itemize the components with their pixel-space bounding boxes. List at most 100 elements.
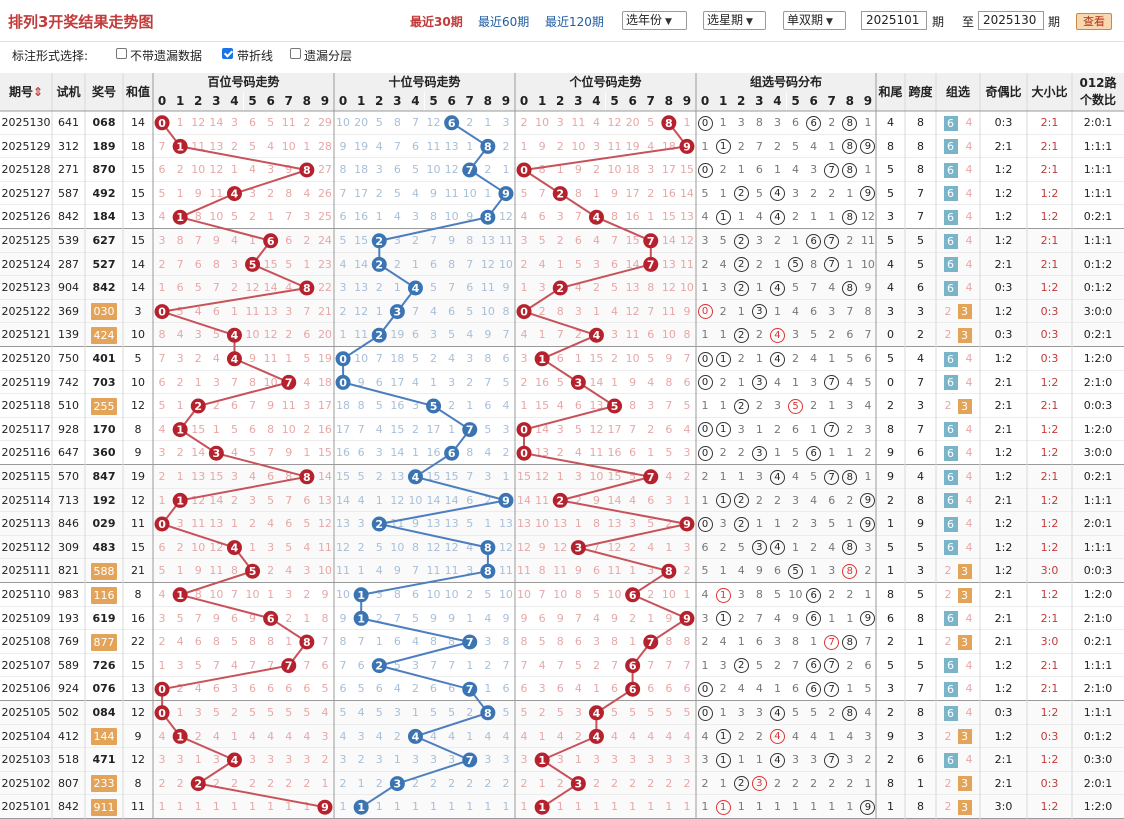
group-dist-cell: 3 [792,186,800,200]
tail-cell: 4 [887,281,894,295]
tens-ball: 1 [353,587,369,603]
sum-cell: 18 [131,139,145,153]
miss-count-cell: 6 [430,257,438,271]
group-type-miss: 4 [965,116,973,129]
miss-count-cell: 2 [176,375,184,389]
oddeven-select[interactable]: 单双期 ▼ [783,11,846,30]
digit-header-3: 3 [569,92,588,111]
digit-header-7: 7 [641,92,660,111]
miss-count-cell: 5 [611,281,619,295]
digit-header-4: 4 [406,92,425,111]
group-dist-cell: 6 [792,116,800,129]
group-dist-cell: 2 [732,182,750,206]
miss-count-cell: 1 [592,186,600,200]
group-dist-cell: 7 [846,304,854,318]
miss-count-cell: 9 [285,446,293,460]
miss-count-cell: 11 [625,328,640,342]
miss-count-cell: 2 [592,163,600,177]
ball-digit: 7 [285,660,293,673]
sum-cell: 19 [131,470,145,483]
digit-header-4: 4 [587,92,606,111]
miss-layer-checkbox[interactable] [290,48,301,59]
miss-count-cell: 3 [375,163,383,177]
miss-count-cell: 3 [520,352,528,365]
year-select[interactable]: 选年份 ▼ [622,11,687,30]
digit-header-2: 2 [189,92,208,111]
group-dist-cell: 4 [828,281,836,295]
bigsmall-cell: 1:2 [1040,186,1059,200]
miss-count-cell: 1 [393,281,401,295]
ball-digit: 3 [394,778,402,791]
recent-120-link[interactable]: 最近120期 [545,15,604,29]
bigsmall-header: 大小比 [1027,73,1072,111]
period-header[interactable]: 期号⇕ [0,73,52,111]
from-period-input[interactable]: 2025101 [861,11,927,30]
oddeven-cell: 1:2 [994,163,1013,177]
recent-30-link[interactable]: 最近30期 [410,15,463,29]
prize-number-cell: 189 [85,135,123,159]
hundreds-ball: 5 [245,563,261,579]
no-miss-checkbox[interactable] [116,48,127,59]
query-button[interactable]: 查看 [1076,13,1112,30]
hundreds-ball: 1 [172,422,188,438]
sum-cell: 3 [134,304,142,318]
sum-cell: 14 [131,116,145,129]
miss-count-cell: 11 [498,234,513,247]
line-checkbox[interactable] [222,48,233,59]
group-dist-cell: 2 [810,186,818,200]
miss-count-cell: 4 [520,328,528,342]
group-hit-ball: 9 [860,139,876,155]
period-cell: 2025118 [1,399,51,413]
r012-header-line2: 个数比 [1079,93,1116,107]
miss-count-cell: 5 [303,352,311,365]
group-dist-cell: 4 [846,375,854,389]
digit-header-4: 4 [225,92,244,111]
trend-table: 期号⇕ 试机 奖号 和值 百位号码走势 十位号码走势 个位号码走势 组选号码分布… [0,73,1124,819]
tail-cell: 2 [887,399,894,413]
week-select[interactable]: 选星期 ▼ [703,11,766,30]
ball-digit: 3 [575,376,583,389]
miss-count-cell: 8 [629,399,637,413]
year-select-value: 选年份 [626,13,663,27]
miss-count-cell: 9 [502,281,510,295]
tail-cell: 8 [887,139,894,153]
units-ball: 6 [625,587,641,603]
bigsmall-cell: 2:1 [1040,257,1059,271]
group-dist-cell: 8 [841,158,859,182]
miss-count-cell: 3 [502,116,510,129]
group-dist-cell: 1 [810,422,818,436]
digit-header-5: 5 [605,92,624,111]
miss-count-cell: 5 [411,163,419,177]
group-dist-cell: 12 [860,210,875,224]
group-dist-cell: 0 [696,441,714,465]
group-dist-cell: 6 [805,229,823,253]
miss-count-cell: 11 [589,446,604,460]
miss-count-cell: 1 [502,470,510,483]
miss-count-cell: 15 [317,446,332,460]
miss-count-cell: 5 [502,375,510,389]
miss-count-cell: 5 [158,186,166,200]
miss-count-cell: 6 [665,422,673,436]
units-ball: 0 [516,445,532,461]
tens-ball: 8 [480,563,496,579]
miss-count-cell: 7 [176,257,184,271]
ball-digit: 7 [647,471,655,484]
tens-ball: 0 [335,351,351,367]
miss-count-cell: 7 [393,139,401,153]
ball-digit: 7 [647,235,655,248]
test-number-cell: 539 [58,234,79,247]
hundreds-trend-line [160,122,326,809]
ball-digit: 2 [556,282,564,295]
miss-count-cell: 8 [430,210,438,224]
recent-60-link[interactable]: 最近60期 [478,15,530,29]
units-ball: 7 [643,233,659,249]
ball-digit: 1 [176,211,184,224]
ball-digit: 1 [538,353,546,366]
miss-count-cell: 14 [191,446,206,460]
miss-count-cell: 6 [249,422,257,436]
miss-count-cell: 6 [538,210,546,224]
to-period-input[interactable]: 2025130 [978,11,1044,30]
ball-digit: 4 [231,188,239,201]
miss-count-cell: 3 [647,163,655,177]
digit-header-8: 8 [297,92,316,111]
